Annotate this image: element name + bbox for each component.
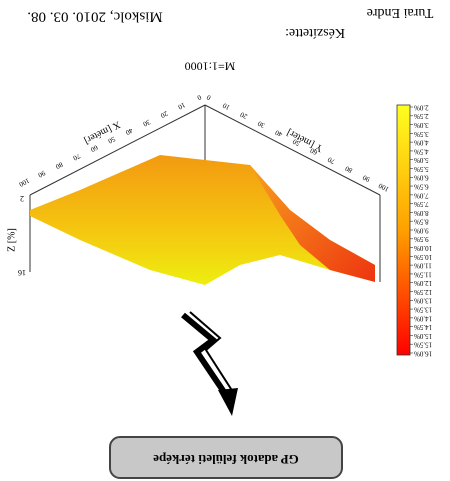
- colorbar-label: 2.0%: [414, 103, 429, 111]
- y-tick-label: 30: [256, 119, 266, 130]
- colorbar-label: 6.0%: [414, 174, 429, 182]
- author-label: Készítette:: [285, 25, 345, 40]
- colorbar-label: 2.5%: [414, 112, 429, 120]
- scale: M=1:1000: [185, 59, 236, 73]
- colorbar-label: 15.0%: [414, 332, 432, 340]
- colorbar-label: 12.5%: [414, 288, 432, 296]
- colorbar-label: 9.0%: [414, 226, 429, 234]
- colorbar-label: 4.5%: [414, 147, 429, 155]
- x-tick-label: 50: [106, 135, 116, 146]
- x-tick-label: 80: [54, 160, 64, 171]
- colorbar-label: 6.5%: [414, 182, 429, 190]
- colorbar-label: 12.0%: [414, 279, 432, 287]
- y-tick-label: 40: [273, 128, 283, 139]
- y-tick-label: 50: [291, 137, 301, 148]
- colorbar-label: 10.0%: [414, 244, 432, 252]
- colorbar-label: 5.5%: [414, 165, 429, 173]
- x-tick-label: 60: [89, 143, 99, 154]
- x-tick-label: 90: [36, 169, 46, 180]
- z-axis-title: Z [%]: [6, 228, 17, 252]
- colorbar: [396, 104, 411, 356]
- colorbar-label: 16.0%: [414, 349, 432, 357]
- x-tick-label: 30: [141, 118, 151, 129]
- colorbar-label: 13.5%: [414, 305, 432, 313]
- colorbar-label: 14.0%: [414, 314, 432, 322]
- x-tick-label: 100: [17, 176, 30, 188]
- author: Turai Endre: [367, 5, 434, 20]
- button-label[interactable]: GP adatok felületi térképe: [153, 452, 299, 467]
- y-tick-label: 90: [361, 173, 371, 184]
- colorbar-label: 9.5%: [414, 235, 429, 243]
- x-tick-label: 20: [159, 109, 169, 120]
- colorbar-label: 11.5%: [414, 270, 432, 278]
- z-tick-label: 2: [20, 194, 24, 203]
- x-tick-label: 70: [71, 152, 81, 163]
- plot-frame: [29, 104, 381, 282]
- x-tick-label: 40: [124, 126, 134, 137]
- colorbar-label: 11.0%: [414, 262, 432, 270]
- x-tick-label: 10: [176, 101, 186, 112]
- y-tick-label: 70: [326, 155, 336, 166]
- y-tick-label: 0: [205, 93, 212, 102]
- colorbar-label: 3.0%: [414, 121, 429, 129]
- colorbar-label: 13.0%: [414, 297, 432, 305]
- colorbar-label: 15.5%: [414, 341, 432, 349]
- colorbar-label: 3.5%: [414, 130, 429, 138]
- colorbar-label: 8.5%: [414, 218, 429, 226]
- colorbar-label: 10.5%: [414, 253, 432, 261]
- place-date: Miskolc, 2010. 03. 08.: [27, 9, 162, 25]
- z-tick-label: 16: [18, 268, 26, 277]
- surface-red: [250, 165, 375, 282]
- button[interactable]: [109, 436, 343, 479]
- texts: Miskolc, 2010. 03. 08. Turai Endre Készíte…: [6, 5, 433, 467]
- y-tick-label: 80: [343, 164, 353, 175]
- colorbar-label: 4.0%: [414, 139, 429, 147]
- surface: [30, 155, 375, 285]
- colorbar-label: 5.0%: [414, 156, 429, 164]
- y-tick-label: 100: [377, 181, 390, 193]
- colorbar-label: 8.0%: [414, 209, 429, 217]
- colorbar-label: 7.0%: [414, 191, 429, 199]
- colorbar-label: 14.5%: [414, 323, 432, 331]
- x-tick-label: 0: [195, 93, 202, 102]
- colorbar-label: 7.5%: [414, 200, 429, 208]
- y-tick-label: 10: [221, 101, 231, 112]
- y-tick-label: 60: [308, 146, 318, 157]
- lightning-arrow: [181, 311, 238, 416]
- y-tick-label: 20: [238, 110, 248, 121]
